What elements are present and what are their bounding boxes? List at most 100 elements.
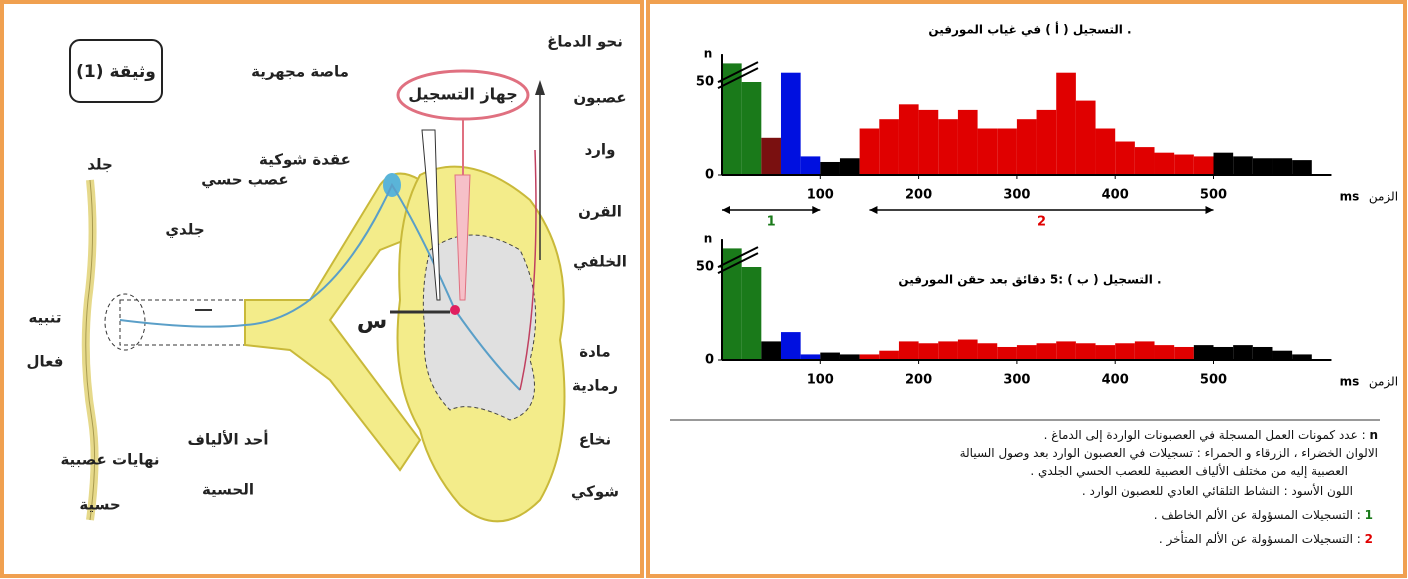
diagram-label: الخلفي bbox=[573, 253, 627, 271]
bar bbox=[780, 332, 801, 360]
diagram-label: وثيقة (1) bbox=[76, 62, 156, 82]
bar bbox=[977, 128, 998, 175]
bar bbox=[741, 267, 762, 360]
bar bbox=[1213, 152, 1234, 175]
diagram-art bbox=[69, 39, 566, 523]
x-tick-label: 400 bbox=[1102, 373, 1129, 388]
diagram-label: نهايات عصبية bbox=[60, 451, 159, 469]
bar bbox=[1056, 341, 1076, 360]
bar bbox=[938, 341, 958, 360]
bar bbox=[1272, 350, 1293, 360]
bar bbox=[761, 137, 781, 175]
bar bbox=[1154, 345, 1175, 360]
bar bbox=[820, 161, 840, 175]
diagram-label: الحسية bbox=[202, 481, 254, 499]
bar bbox=[859, 128, 880, 175]
y-tick-label: 0 bbox=[705, 353, 714, 368]
left-frame bbox=[0, 0, 644, 578]
legend-text: اللون الأسود : النشاط التلقائي العادي لل… bbox=[1081, 484, 1353, 498]
legend-item: 2 : التسجيلات المسؤولة عن الألم المتأخر … bbox=[1159, 532, 1373, 546]
bar bbox=[1056, 72, 1076, 175]
y-tick-label: 50 bbox=[696, 260, 714, 275]
x-tick-label: 400 bbox=[1102, 188, 1129, 203]
diagram-label: أحد الألياف bbox=[188, 430, 269, 449]
diagram-label: نخاع bbox=[579, 431, 611, 449]
bar bbox=[1036, 109, 1057, 175]
x-tick-label: 300 bbox=[1003, 373, 1030, 388]
diagram-label: وارد bbox=[585, 141, 616, 159]
bar bbox=[977, 343, 998, 360]
bar bbox=[1233, 345, 1253, 360]
bar bbox=[1036, 343, 1057, 360]
bar bbox=[1252, 158, 1273, 175]
bar bbox=[898, 104, 919, 175]
bar bbox=[997, 346, 1017, 360]
legend-text: الالوان الخضراء ، الزرقاء و الحمراء : تس… bbox=[959, 446, 1378, 460]
bar bbox=[1233, 156, 1253, 175]
bar bbox=[1134, 147, 1155, 175]
x-tick-label: 100 bbox=[807, 373, 834, 388]
bar bbox=[1292, 354, 1312, 360]
bar bbox=[1016, 345, 1037, 360]
bar bbox=[1075, 100, 1096, 175]
diagram-label: حسية bbox=[79, 496, 120, 514]
diagram-label: جلد bbox=[87, 156, 113, 174]
bar bbox=[918, 109, 939, 175]
x-label-name: الزمن bbox=[1369, 375, 1398, 390]
diagram-label: جلدي bbox=[165, 221, 204, 240]
bar bbox=[1095, 128, 1116, 175]
diagram-label: القرن bbox=[578, 203, 622, 221]
bar bbox=[1016, 119, 1037, 175]
bar bbox=[839, 354, 860, 360]
x-label: ms bbox=[1340, 190, 1360, 204]
diagram-label: عقدة شوكية bbox=[259, 151, 351, 169]
bar bbox=[839, 158, 860, 175]
bar bbox=[722, 248, 742, 360]
bar bbox=[997, 128, 1017, 175]
bar bbox=[1193, 345, 1214, 360]
y-label: n bbox=[704, 47, 713, 61]
legend-text: : التسجيلات المسؤولة عن الألم المتأخر . bbox=[1158, 532, 1361, 546]
break-mark bbox=[717, 246, 759, 274]
legend-text: : التسجيلات المسؤولة عن الألم الخاطف . bbox=[1153, 508, 1361, 522]
bar bbox=[879, 119, 899, 175]
y-tick-label: 0 bbox=[705, 168, 714, 183]
bar bbox=[1193, 156, 1214, 175]
diagram-label: تنبيه bbox=[28, 309, 61, 327]
range-label: 1 bbox=[767, 215, 776, 230]
range-label: 2 bbox=[1037, 215, 1046, 230]
bar bbox=[1252, 346, 1273, 360]
x-tick-label: 200 bbox=[905, 373, 932, 388]
x-label-name: الزمن bbox=[1369, 190, 1398, 205]
bar bbox=[1174, 154, 1194, 175]
break-mark bbox=[717, 61, 759, 89]
bar bbox=[1075, 343, 1096, 360]
bar bbox=[1115, 343, 1135, 360]
bar bbox=[918, 343, 939, 360]
bar bbox=[1154, 152, 1175, 175]
x-tick-label: 300 bbox=[1003, 188, 1030, 203]
chart-title: التسجيل ( أ ) في غياب المورفين . bbox=[928, 22, 1131, 38]
x-label: ms bbox=[1340, 375, 1360, 389]
bar bbox=[957, 109, 978, 175]
y-tick-label: 50 bbox=[696, 75, 714, 90]
bar bbox=[761, 341, 781, 360]
bar bbox=[957, 339, 978, 360]
diagram-label: فعال bbox=[27, 353, 64, 371]
bar bbox=[1115, 141, 1135, 175]
legend-text: العصبية إليه من مختلف الألياف العصبية لل… bbox=[1030, 464, 1348, 478]
x-tick-label: 500 bbox=[1200, 188, 1227, 203]
x-tick-label: 500 bbox=[1200, 373, 1227, 388]
bar bbox=[780, 72, 801, 175]
bar bbox=[741, 82, 762, 175]
x-tick-label: 100 bbox=[807, 188, 834, 203]
legend-text: : عدد كمونات العمل المسجلة في العصبونات … bbox=[1043, 428, 1366, 442]
diagram-label: ماصة مجهرية bbox=[251, 63, 349, 81]
x-tick-label: 200 bbox=[905, 188, 932, 203]
bar bbox=[800, 156, 821, 175]
bar bbox=[1134, 341, 1155, 360]
right-frame bbox=[646, 0, 1407, 578]
diagram-label: جهاز التسجيل bbox=[408, 85, 518, 104]
bar bbox=[722, 63, 742, 175]
